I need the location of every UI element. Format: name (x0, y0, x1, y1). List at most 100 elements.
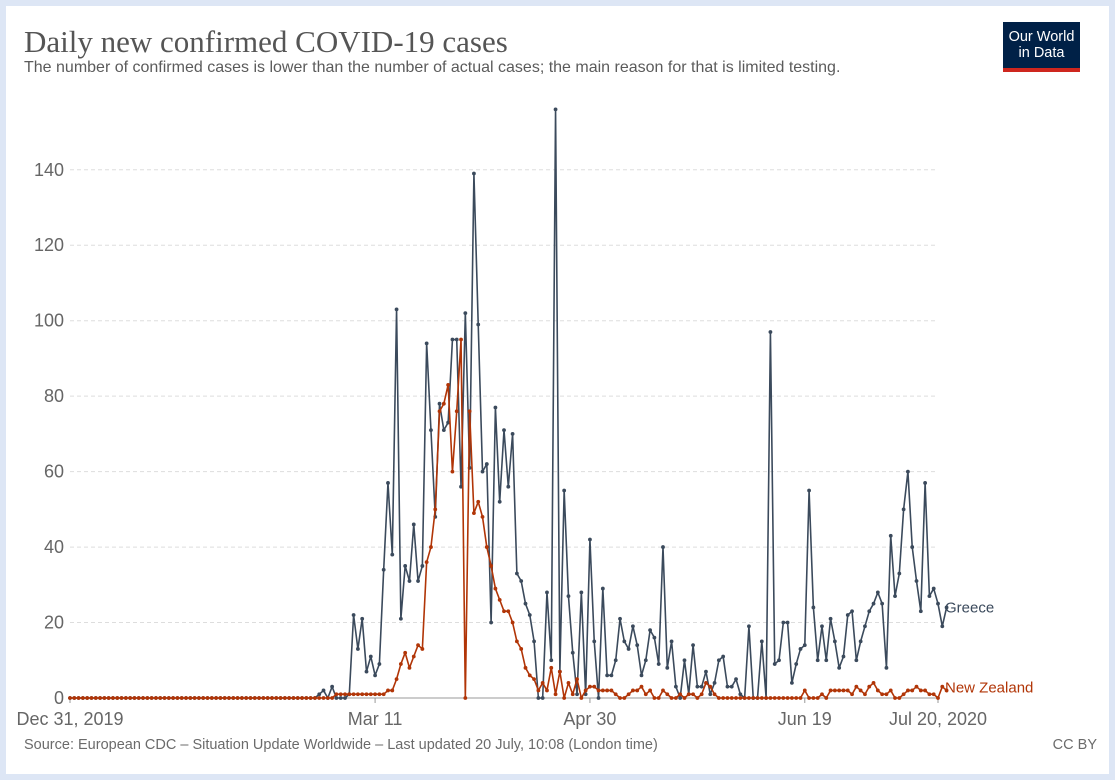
new-zealand-point (828, 688, 833, 693)
new-zealand-point (553, 692, 558, 697)
new-zealand-point (244, 696, 249, 700)
greece-point (343, 696, 347, 700)
greece-point (437, 401, 442, 406)
new-zealand-point (811, 696, 816, 700)
new-zealand-point (897, 696, 902, 700)
greece-point (631, 624, 635, 629)
new-zealand-point (618, 696, 622, 700)
greece-point (351, 613, 356, 617)
new-zealand-point (171, 696, 176, 700)
new-zealand-point (764, 696, 769, 700)
new-zealand-point (785, 696, 790, 700)
greece-point (669, 639, 674, 644)
greece-point (377, 662, 382, 666)
greece-point (605, 673, 610, 678)
owid-logo[interactable]: Our World in Data (1003, 22, 1080, 72)
greece-point (863, 624, 867, 629)
new-zealand-point (197, 696, 201, 700)
new-zealand-point (472, 511, 476, 516)
new-zealand-point (317, 696, 322, 700)
new-zealand-point (729, 696, 734, 700)
new-zealand-point (489, 564, 494, 568)
greece-point (768, 330, 773, 334)
new-zealand-point (304, 696, 309, 700)
greece-point (845, 613, 850, 617)
new-zealand-point (708, 684, 713, 689)
greece-point (850, 609, 854, 614)
y-tick-label: 60 (44, 462, 64, 482)
new-zealand-point (682, 696, 687, 700)
greece-point (600, 586, 605, 591)
greece-point (441, 428, 446, 433)
greece-point (665, 665, 670, 670)
greece-point (398, 616, 403, 621)
new-zealand-point (179, 696, 184, 700)
new-zealand-point (360, 692, 365, 697)
y-tick-label: 100 (34, 311, 64, 331)
new-zealand-point (936, 696, 940, 700)
new-zealand-point (747, 696, 751, 700)
new-zealand-point (652, 696, 657, 700)
greece-point (532, 639, 536, 644)
greece-point (807, 488, 811, 493)
greece-point (618, 616, 622, 621)
new-zealand-point (227, 696, 231, 700)
greece-point (334, 696, 339, 700)
greece-point (944, 605, 949, 610)
new-zealand-point (673, 696, 678, 700)
new-zealand-point (373, 692, 377, 697)
greece-point (596, 696, 601, 700)
new-zealand-point (145, 696, 150, 700)
new-zealand-point (441, 401, 446, 406)
new-zealand-point (751, 696, 756, 700)
new-zealand-point (235, 696, 240, 700)
new-zealand-point (68, 696, 72, 700)
new-zealand-point (927, 692, 932, 697)
new-zealand-point (484, 545, 489, 549)
new-zealand-point (519, 647, 524, 651)
new-zealand-point (768, 696, 773, 700)
greece-point (381, 567, 386, 572)
new-zealand-point (575, 677, 579, 682)
new-zealand-point (437, 409, 442, 414)
greece-point (721, 654, 726, 659)
new-zealand-point (248, 696, 253, 700)
new-zealand-point (837, 688, 842, 693)
new-zealand-point (635, 688, 640, 693)
greece-point (476, 322, 481, 327)
new-zealand-point (824, 696, 829, 700)
greece-point (330, 684, 335, 689)
license-link[interactable]: CC BY (1052, 737, 1097, 753)
new-zealand-point (850, 692, 854, 697)
greece-point (463, 311, 468, 316)
greece-point (446, 420, 451, 425)
greece-point (545, 590, 549, 595)
new-zealand-point (80, 696, 85, 700)
new-zealand-point (643, 692, 648, 697)
new-zealand-point (832, 688, 837, 693)
greece-point (906, 469, 910, 474)
greece-point (386, 481, 390, 485)
new-zealand-point (863, 692, 867, 697)
greece-point (429, 428, 433, 433)
greece-point (759, 639, 764, 644)
new-zealand-point (725, 696, 730, 700)
greece-point (502, 428, 506, 433)
greece-point (888, 533, 893, 538)
greece-point (918, 609, 923, 614)
new-zealand-point (794, 696, 799, 700)
greece-point (716, 658, 721, 663)
new-zealand-point (931, 692, 936, 697)
new-zealand-point (480, 515, 485, 519)
new-zealand-point (884, 692, 889, 697)
new-zealand-point (721, 696, 726, 700)
greece-point (832, 639, 837, 644)
new-zealand-point (214, 696, 219, 700)
greece-point (394, 307, 399, 312)
greece-point (575, 692, 579, 697)
greece-point (368, 654, 373, 659)
source-note: Source: European CDC – Situation Update … (24, 737, 658, 753)
greece-point (871, 601, 876, 606)
x-tick-label: Jun 19 (778, 709, 832, 729)
